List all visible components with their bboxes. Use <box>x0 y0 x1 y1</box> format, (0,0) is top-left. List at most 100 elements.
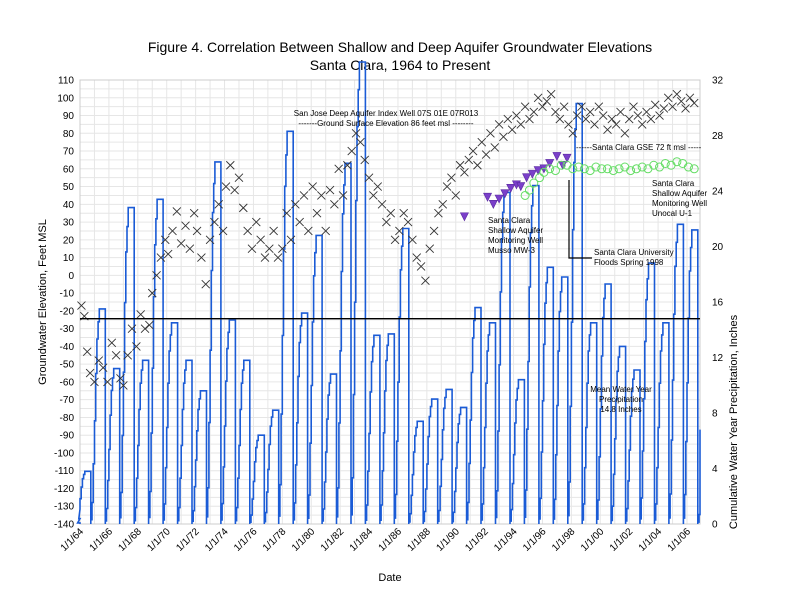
deep-aquifer-point <box>421 276 430 286</box>
deep-aquifer-point <box>185 244 195 254</box>
deep-aquifer-point <box>447 173 456 182</box>
x-tick-label: 1/1/94 <box>492 526 520 554</box>
deep-aquifer-point <box>377 200 387 209</box>
y-right-tick-label: 4 <box>712 464 718 475</box>
y-left-tick-label: -60 <box>60 377 75 388</box>
deep-aquifer-point <box>251 217 261 227</box>
x-tick-label: 1/1/76 <box>232 526 260 554</box>
x-tick-label: 1/1/90 <box>434 526 462 554</box>
deep-aquifer-point <box>273 253 283 262</box>
deep-aquifer-point <box>343 160 352 170</box>
deep-aquifer-point <box>225 160 235 170</box>
y-left-tick-label: -70 <box>60 395 75 406</box>
unocal-point <box>649 160 659 170</box>
deep-aquifer-point <box>659 104 669 113</box>
deep-aquifer-point <box>230 185 239 195</box>
deep-aquifer-point <box>403 217 413 227</box>
deep-aquifer-point <box>278 244 287 254</box>
deep-aquifer-point <box>181 221 190 230</box>
deep-aquifer-point <box>103 377 112 387</box>
deep-aquifer-point <box>395 226 404 236</box>
y-right-axis-label: Cumulative Water Year Precipitation, Inc… <box>728 314 740 529</box>
y-left-tick-label: 70 <box>63 147 75 158</box>
deep-aquifer-point <box>172 207 182 216</box>
y-left-tick-label: -100 <box>54 448 74 459</box>
deep-aquifer-point <box>364 173 374 182</box>
annotation-gse-line: ------Santa Clara GSE 72 ft msl ----- <box>576 143 702 152</box>
musso-series <box>459 152 572 222</box>
deep-aquifer-point <box>689 98 699 108</box>
deep-aquifer-point <box>247 244 257 254</box>
y-left-tick-label: -80 <box>60 413 75 424</box>
y-left-tick-label: -140 <box>54 520 74 531</box>
y-left-tick-label: -30 <box>60 324 75 335</box>
deep-aquifer-point <box>616 107 625 117</box>
deep-aquifer-point <box>197 253 206 262</box>
y-right-tick-label: 20 <box>712 242 724 253</box>
deep-well-line-1: San Jose Deep Aquifer Index Well 07S 01E… <box>294 109 479 118</box>
deep-aquifer-point <box>210 217 219 227</box>
x-tick-label: 1/1/80 <box>290 526 318 554</box>
y-left-tick-label: -90 <box>60 431 75 442</box>
deep-aquifer-point <box>646 114 656 124</box>
unocal-point <box>660 158 670 168</box>
unocal-point <box>585 166 595 176</box>
deep-aquifer-point <box>334 164 344 174</box>
unocal-point <box>574 162 584 172</box>
deep-aquifer-point <box>685 93 695 103</box>
deep-aquifer-point <box>412 253 422 262</box>
mean-precip-line-1: Mean Water Year <box>590 385 652 394</box>
deep-aquifer-point <box>642 107 651 117</box>
y-right-tick-label: 16 <box>712 298 724 309</box>
deep-aquifer-point <box>672 89 682 99</box>
annotation-floods: Santa Clara University Floods Spring 199… <box>594 248 674 267</box>
unocal-point <box>568 164 578 174</box>
musso-point <box>459 212 469 222</box>
x-tick-label: 1/1/98 <box>550 526 578 554</box>
x-axis-label: Date <box>378 572 401 584</box>
deep-aquifer-point <box>503 114 513 124</box>
deep-aquifer-series <box>77 89 699 390</box>
y-right-tick-label: 24 <box>712 187 724 198</box>
deep-aquifer-point <box>546 89 556 99</box>
y-left-tick-label: -120 <box>54 484 74 495</box>
annotation-unocal: Santa Clara Shallow Aquifer Monitoring W… <box>652 179 707 218</box>
deep-aquifer-point <box>390 235 400 245</box>
musso-line-2: Shallow Aquifer <box>488 226 543 235</box>
deep-aquifer-point <box>468 146 478 156</box>
deep-aquifer-point <box>168 226 177 236</box>
deep-aquifer-point <box>291 200 300 209</box>
x-tick-label: 1/1/66 <box>88 526 116 554</box>
y-left-tick-label: 20 <box>63 235 75 246</box>
y-right-tick-label: 12 <box>712 353 724 364</box>
y-left-tick-label: -130 <box>54 502 74 513</box>
deep-aquifer-point <box>299 191 309 200</box>
y-left-tick-label: 80 <box>63 129 75 140</box>
deep-aquifer-point <box>147 288 157 298</box>
deep-aquifer-point <box>629 102 638 111</box>
unocal-point <box>631 164 641 174</box>
deep-aquifer-point <box>330 200 339 209</box>
musso-line-3: Monitoring Well <box>488 236 543 245</box>
musso-point <box>552 152 562 162</box>
unocal-point <box>529 178 539 188</box>
deep-aquifer-point <box>382 217 391 227</box>
deep-aquifer-point <box>176 239 186 248</box>
x-tick-label: 1/1/68 <box>116 526 144 554</box>
precipitation-line <box>76 61 701 524</box>
unocal-point <box>597 164 607 174</box>
chart-subtitle: Santa Clara, 1964 to Present <box>310 57 491 73</box>
floods-leader <box>568 180 592 259</box>
y-left-tick-label: 50 <box>63 182 75 193</box>
deep-aquifer-point <box>416 262 426 271</box>
deep-aquifer-point <box>127 324 137 333</box>
deep-aquifer-point <box>282 208 291 218</box>
y-left-tick-label: -110 <box>55 466 75 477</box>
deep-aquifer-point <box>360 155 370 165</box>
musso-point <box>516 182 526 192</box>
unocal-point <box>689 164 699 174</box>
deep-aquifer-point <box>611 120 621 129</box>
x-tick-label: 1/1/84 <box>348 526 376 554</box>
musso-point <box>483 192 493 202</box>
y-left-tick-label: 100 <box>57 93 74 104</box>
